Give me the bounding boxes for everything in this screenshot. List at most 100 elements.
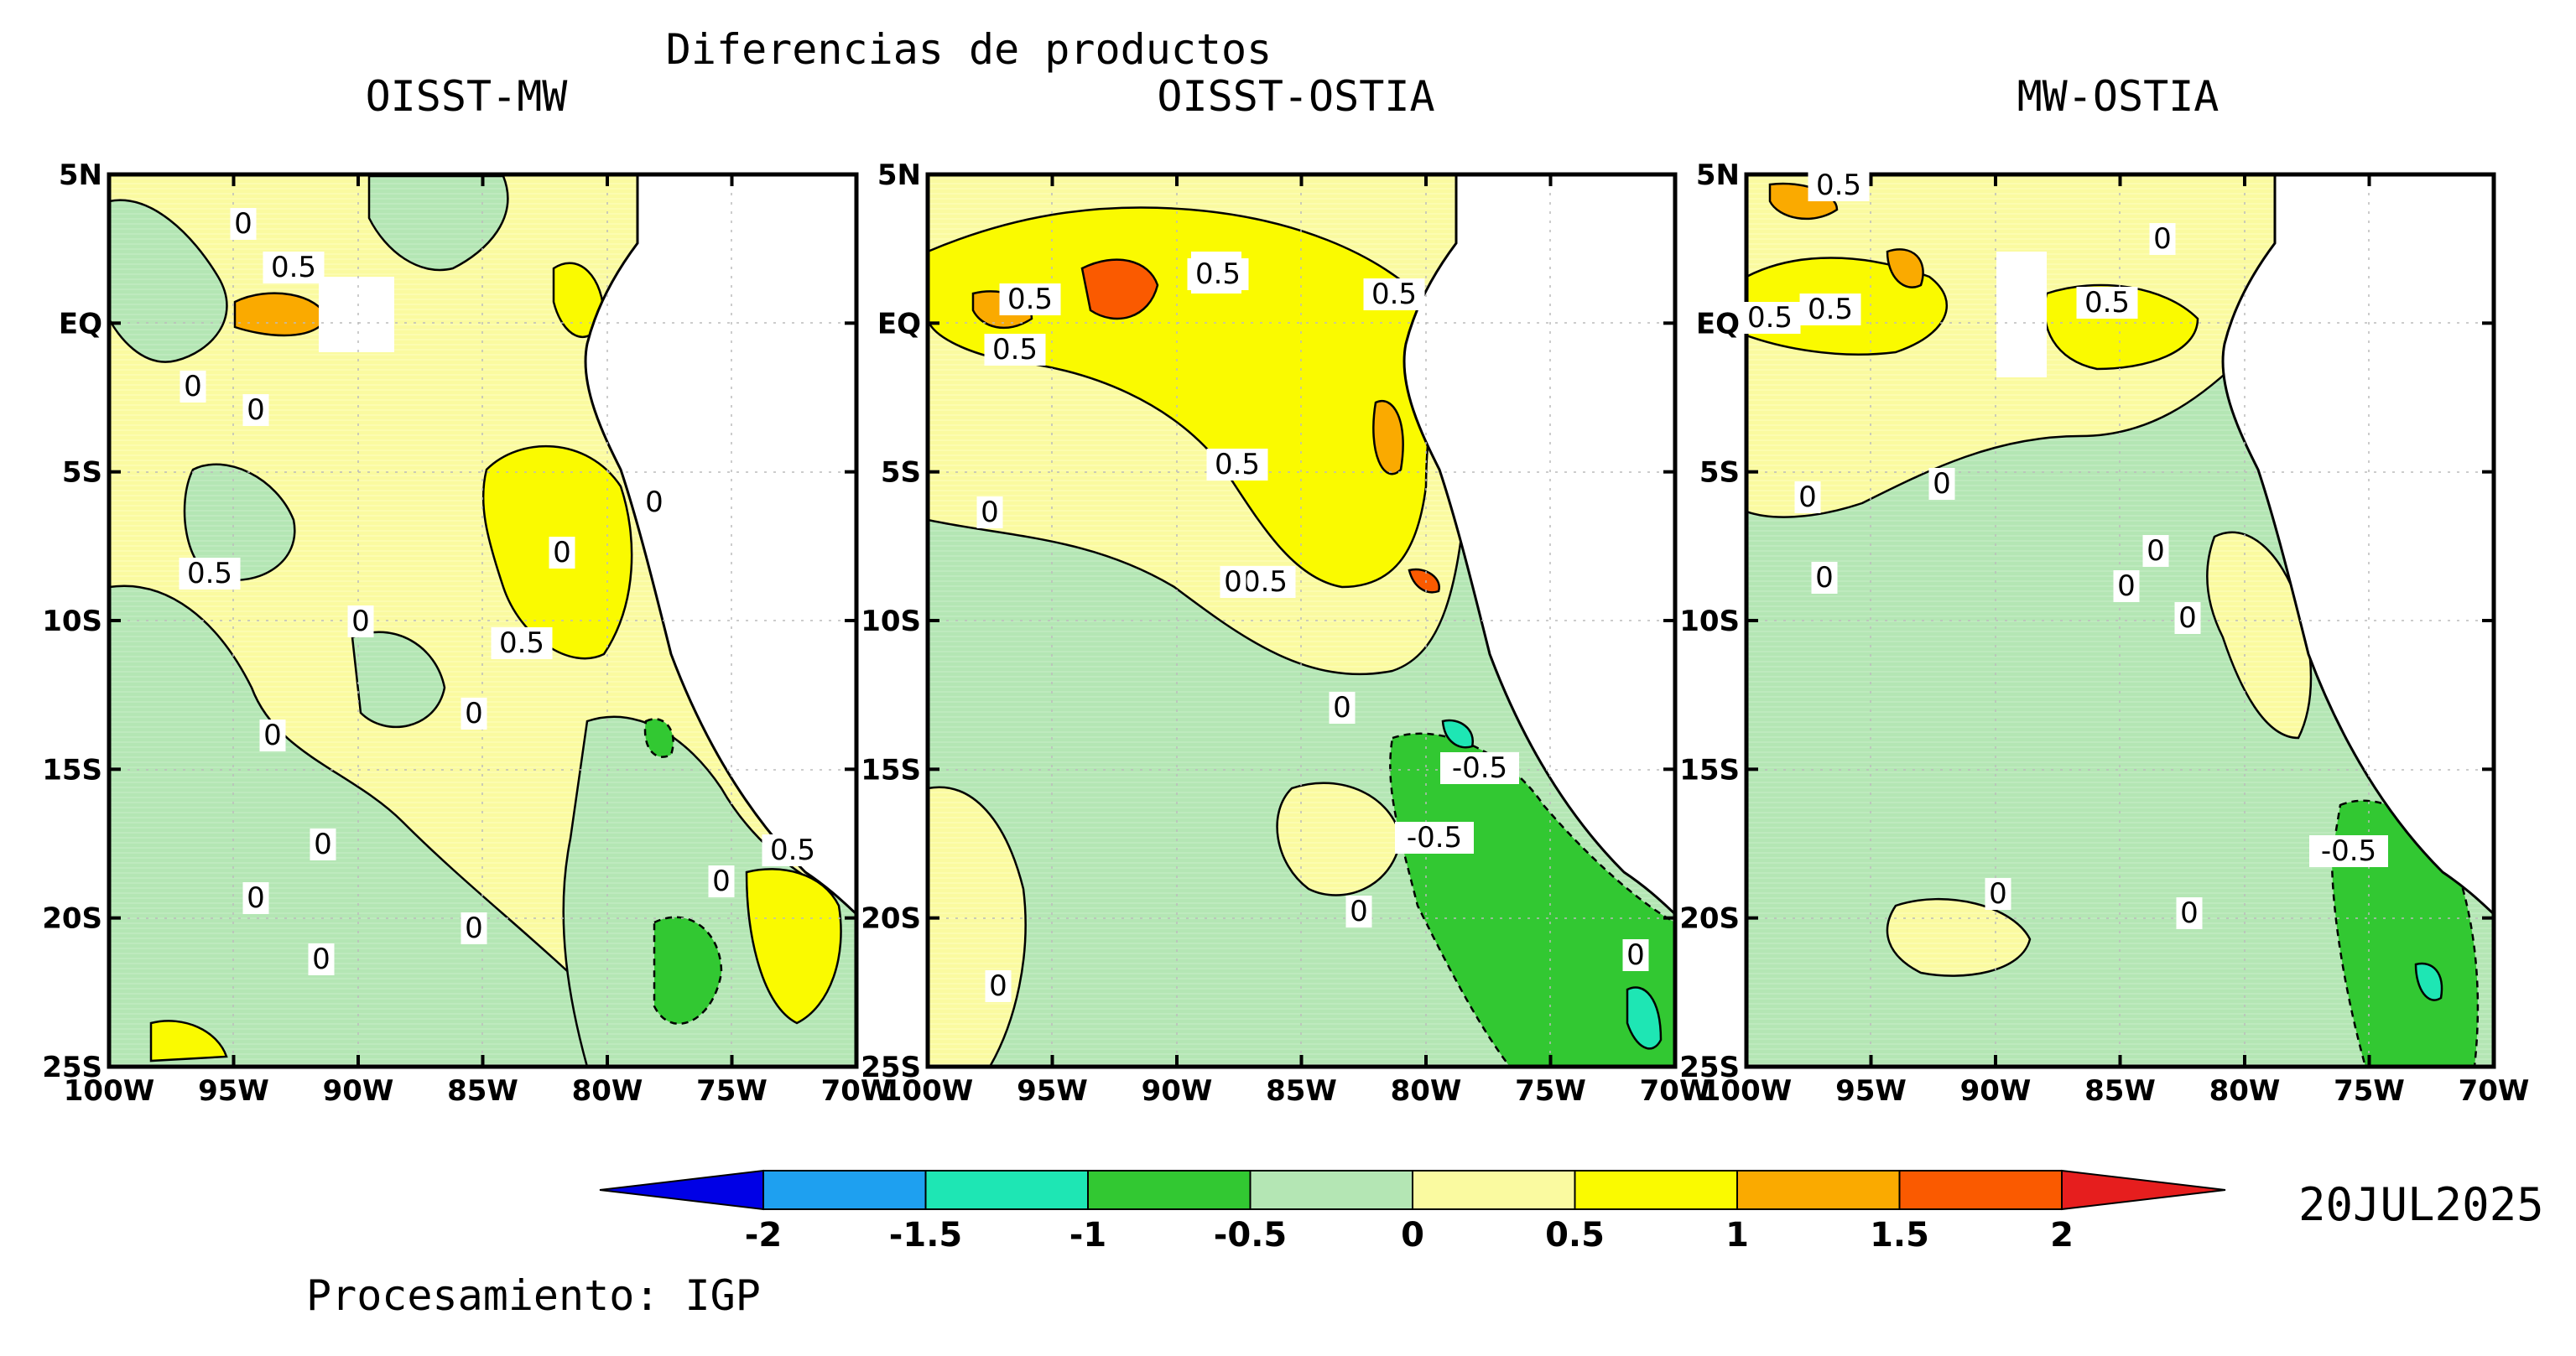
lat-tick-label: 15S bbox=[861, 753, 921, 787]
panel-title-1: OISST-MW bbox=[366, 72, 569, 121]
lat-tick-label: EQ bbox=[877, 307, 921, 340]
contour-label-bg bbox=[984, 334, 1046, 366]
colorbar-arrow-high bbox=[2061, 1169, 2226, 1211]
contour-label-bg bbox=[461, 698, 487, 730]
contour-label-bg bbox=[1206, 449, 1268, 481]
contour-label: -0.5 bbox=[1407, 821, 1462, 855]
contour-label-bg bbox=[308, 943, 335, 975]
lat-tick-label: 20S bbox=[1679, 902, 1740, 936]
contour-label-bg bbox=[2309, 835, 2388, 867]
contour-label-bg bbox=[242, 882, 269, 914]
contour-label: 0 bbox=[553, 536, 571, 569]
contour-label-bg bbox=[1739, 302, 1801, 334]
lon-tick-label: 85W bbox=[2084, 1074, 2156, 1108]
contour-label: 0 bbox=[2117, 569, 2136, 603]
contour-label: 0.5 bbox=[1007, 283, 1053, 316]
contour-label-bg bbox=[999, 283, 1061, 315]
contour-label-bg bbox=[1363, 278, 1425, 310]
contour-label-bg bbox=[708, 865, 735, 897]
contour-label: 0 bbox=[645, 486, 664, 519]
figure-title: Diferencias de productos bbox=[666, 25, 1272, 74]
contour-label-bg bbox=[549, 537, 575, 569]
lon-tick-label: 75W bbox=[1515, 1074, 1586, 1108]
lat-tick-label: 10S bbox=[42, 605, 102, 638]
colorbar-segment bbox=[1412, 1170, 1576, 1210]
land-mass bbox=[584, 174, 856, 917]
contour-label: 0 bbox=[465, 912, 483, 945]
lon-tick-label: 95W bbox=[1835, 1074, 1907, 1108]
colorbar: -2 -1.5 -1 -0.5 0 0.5 1 1.5 2 bbox=[599, 1169, 2226, 1255]
colorbar-segment bbox=[924, 1170, 1089, 1210]
lon-tick-label: 90W bbox=[323, 1074, 394, 1108]
lon-tick-label: 95W bbox=[1017, 1074, 1088, 1108]
contour-label-bg bbox=[230, 208, 257, 240]
colorbar-segment bbox=[1249, 1170, 1413, 1210]
contour-label: 0.5 bbox=[2084, 286, 2130, 320]
lon-tick-label: 80W bbox=[2209, 1074, 2281, 1108]
contour-label: 0 bbox=[2178, 601, 2197, 635]
lat-tick-label: 20S bbox=[42, 902, 102, 936]
colorbar-label: -1 bbox=[1069, 1216, 1106, 1255]
lon-tick-label: 70W bbox=[2459, 1074, 2530, 1108]
contour-label-bg bbox=[641, 486, 668, 518]
lon-tick-label: 80W bbox=[572, 1074, 643, 1108]
colorbar-arrow-low bbox=[599, 1169, 764, 1211]
colorbar-label: 0.5 bbox=[1545, 1216, 1605, 1255]
contour-label: 0 bbox=[314, 828, 332, 861]
panel-title-2: OISST-OSTIA bbox=[1157, 72, 1434, 121]
colorbar-segment bbox=[1736, 1170, 1901, 1210]
panel-mw-ostia bbox=[1744, 172, 2496, 1069]
contour-label: 0 bbox=[234, 207, 252, 241]
colorbar-segment bbox=[1087, 1170, 1252, 1210]
colorbar-label: 1.5 bbox=[1870, 1216, 1929, 1255]
contour-label-bg bbox=[2142, 535, 2169, 567]
lon-tick-label: 85W bbox=[447, 1074, 518, 1108]
contour-label-bg bbox=[762, 834, 824, 866]
colorbar-label: -2 bbox=[745, 1216, 782, 1255]
contour-label-bg bbox=[2113, 570, 2140, 602]
panel-title-3: MW-OSTIA bbox=[2017, 72, 2220, 121]
lat-tick-label: 5S bbox=[881, 456, 921, 490]
colorbar-label: -1.5 bbox=[889, 1216, 962, 1255]
contour-label: 0.5 bbox=[1371, 278, 1417, 311]
contour-label: 0 bbox=[1224, 565, 1242, 599]
lat-tick-label: EQ bbox=[1696, 307, 1740, 340]
lat-tick-label: 25S bbox=[861, 1051, 921, 1084]
contour-label-bg bbox=[1440, 752, 1519, 784]
contour-label: -0.5 bbox=[2321, 834, 2376, 868]
lon-tick-label: 70W bbox=[821, 1074, 892, 1108]
contour-label-bg bbox=[1799, 294, 1861, 325]
contour-label: 0 bbox=[1333, 691, 1351, 725]
contour-label-bg bbox=[1985, 878, 2011, 910]
contour-label: 0 bbox=[2147, 534, 2165, 568]
contour-label: 0 bbox=[1815, 561, 1834, 595]
contour-label-bg bbox=[976, 496, 1003, 528]
lat-tick-label: 15S bbox=[1679, 753, 1740, 787]
contour-label: 0.5 bbox=[187, 557, 232, 590]
colorbar-label: 2 bbox=[2050, 1216, 2074, 1255]
contour-label: 0.5 bbox=[1215, 448, 1260, 481]
contour-label-bg bbox=[310, 829, 336, 860]
lon-tick-label: 75W bbox=[696, 1074, 768, 1108]
contour-label: 0.5 bbox=[1747, 301, 1793, 335]
contour-label: 0 bbox=[1626, 938, 1645, 972]
contour-label: 0 bbox=[247, 393, 265, 427]
contour-label: 0 bbox=[351, 605, 370, 638]
contour-label-bg bbox=[1794, 481, 1821, 513]
lon-tick-label: 75W bbox=[2334, 1074, 2405, 1108]
lon-tick-label: 100W bbox=[1701, 1074, 1792, 1108]
contour-label: 0 bbox=[1989, 877, 2007, 911]
contour-label: 0 bbox=[312, 943, 330, 976]
contour-label-bg bbox=[985, 970, 1012, 1002]
lat-tick-label: EQ bbox=[59, 307, 102, 340]
colorbar-segment bbox=[1898, 1170, 2063, 1210]
contour-label: 0.5 bbox=[1808, 293, 1853, 326]
contour-label-bg bbox=[2076, 287, 2138, 319]
colorbar-label: 0 bbox=[1401, 1216, 1424, 1255]
contour-label: 0 bbox=[2180, 896, 2199, 930]
contour-label-bg bbox=[259, 720, 286, 751]
contour-label-bg bbox=[1329, 692, 1356, 724]
contour-label-bg bbox=[179, 558, 241, 590]
lat-tick-label: 5N bbox=[59, 158, 102, 192]
contour-label: 0 bbox=[184, 370, 202, 403]
